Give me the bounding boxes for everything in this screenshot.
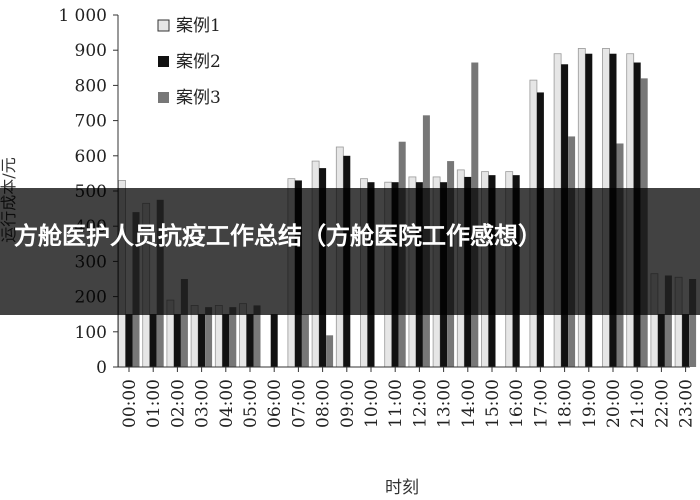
bar-案例2-01:00 [149, 314, 157, 367]
bar-案例3-23:00 [689, 279, 697, 367]
bar-案例3-04:00 [229, 307, 237, 367]
bar-案例3-07:00 [301, 314, 309, 367]
legend-swatch [158, 92, 169, 103]
bar-案例2-03:00 [198, 314, 206, 367]
legend-label: 案例3 [176, 88, 221, 108]
bar-案例2-23:00 [682, 314, 690, 367]
x-tick-label: 22:00 [652, 379, 672, 428]
bar-案例2-04:00 [222, 314, 230, 367]
y-tick-label: 600 [75, 147, 107, 167]
overlay-title: 方舱医护人员抗疫工作总结（方舱医院工作感想） [14, 222, 542, 250]
y-tick-label: 100 [75, 323, 107, 343]
y-tick-label: 900 [75, 41, 107, 61]
x-tick-label: 11:00 [386, 379, 406, 428]
legend-swatch [157, 19, 170, 32]
x-tick-label: 09:00 [338, 379, 358, 428]
x-tick-label: 07:00 [289, 379, 309, 428]
x-tick-label: 08:00 [314, 379, 334, 428]
x-tick-label: 03:00 [193, 379, 213, 428]
x-tick-label: 02:00 [168, 379, 188, 428]
legend-label: 案例1 [176, 16, 221, 36]
x-tick-label: 23:00 [677, 379, 697, 428]
x-tick-label: 06:00 [265, 379, 285, 428]
y-tick-label: 1 000 [58, 6, 107, 26]
x-tick-label: 21:00 [628, 379, 648, 428]
legend: 案例1 案例2 案例3 [157, 16, 221, 108]
bar-案例3-05:00 [253, 305, 261, 367]
bar-案例3-08:00 [326, 335, 334, 367]
x-tick-label: 19:00 [580, 379, 600, 428]
x-tick-label: 12:00 [410, 379, 430, 428]
x-tick-label: 15:00 [483, 379, 503, 428]
bar-案例2-22:00 [657, 314, 665, 367]
legend-label: 案例2 [176, 52, 221, 72]
x-tick-label: 10:00 [362, 379, 382, 428]
x-tick-label: 13:00 [435, 379, 455, 428]
x-tick-label: 04:00 [217, 379, 237, 428]
x-tick-label: 01:00 [144, 379, 164, 428]
x-tick-label: 14:00 [459, 379, 479, 428]
y-tick-label: 800 [75, 76, 107, 96]
legend-swatch [158, 56, 169, 67]
x-axis-label: 时刻 [385, 478, 419, 498]
title-overlay: 方舱医护人员抗疫工作总结（方舱医院工作感想） [0, 188, 700, 315]
bar-案例2-05:00 [246, 314, 254, 367]
x-tick-label: 00:00 [120, 379, 140, 428]
x-tick-label: 16:00 [507, 379, 527, 428]
x-tick-label: 05:00 [241, 379, 261, 428]
bar-案例2-06:00 [270, 314, 278, 367]
y-tick-label: 0 [96, 358, 107, 378]
bar-案例2-00:00 [125, 314, 133, 367]
y-tick-label: 700 [75, 112, 107, 132]
x-tick-label: 17:00 [531, 379, 551, 428]
bar-案例3-22:00 [664, 275, 672, 367]
bar-案例3-03:00 [205, 307, 213, 367]
x-tick-label: 20:00 [604, 379, 624, 428]
bar-案例3-02:00 [180, 279, 188, 367]
x-tick-label: 18:00 [556, 379, 576, 428]
bar-案例2-02:00 [173, 314, 181, 367]
